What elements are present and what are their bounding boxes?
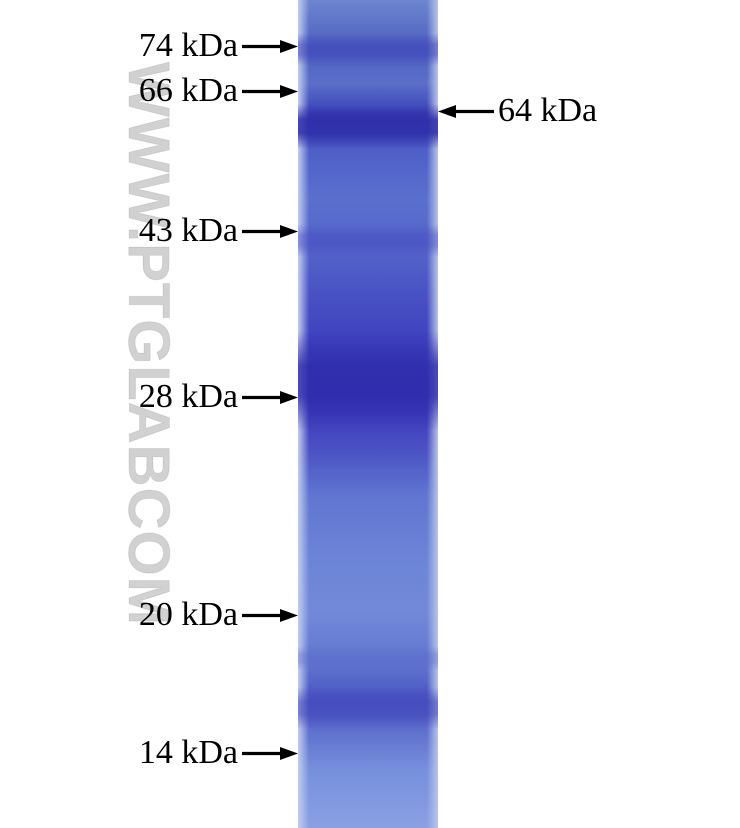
mw-marker: 20 kDa bbox=[139, 595, 298, 636]
arrow-right-icon bbox=[242, 607, 298, 624]
mw-marker-label: 64 kDa bbox=[494, 92, 597, 130]
watermark-text: WWW.PTGLABCOM bbox=[115, 62, 182, 626]
arrow-right-icon bbox=[242, 745, 298, 762]
arrow-right-icon bbox=[242, 389, 298, 406]
gel-lane bbox=[298, 0, 438, 828]
mw-marker-label: 74 kDa bbox=[139, 27, 242, 65]
arrow-right-icon bbox=[242, 223, 298, 240]
arrow-right-icon bbox=[242, 38, 298, 55]
arrow-left-icon bbox=[438, 103, 494, 120]
mw-marker: 28 kDa bbox=[139, 377, 298, 418]
mw-marker-label: 66 kDa bbox=[139, 72, 242, 110]
gel-figure: 74 kDa 66 kDa 43 kDa 28 kDa 20 kDa 14 kD… bbox=[0, 0, 740, 828]
gel-band bbox=[298, 224, 438, 257]
gel-band bbox=[298, 331, 438, 430]
mw-marker: 14 kDa bbox=[139, 733, 298, 774]
mw-marker-label: 20 kDa bbox=[139, 596, 242, 634]
gel-band bbox=[298, 687, 438, 728]
mw-marker-label: 28 kDa bbox=[139, 378, 242, 416]
gel-band bbox=[298, 104, 438, 150]
gel-band bbox=[298, 33, 438, 66]
mw-marker: 43 kDa bbox=[139, 211, 298, 252]
mw-marker-label: 14 kDa bbox=[139, 734, 242, 772]
mw-marker: 64 kDa bbox=[438, 91, 597, 132]
mw-marker-label: 43 kDa bbox=[139, 212, 242, 250]
arrow-right-icon bbox=[242, 83, 298, 100]
gel-band bbox=[298, 646, 438, 671]
mw-marker: 74 kDa bbox=[139, 26, 298, 67]
mw-marker: 66 kDa bbox=[139, 71, 298, 112]
